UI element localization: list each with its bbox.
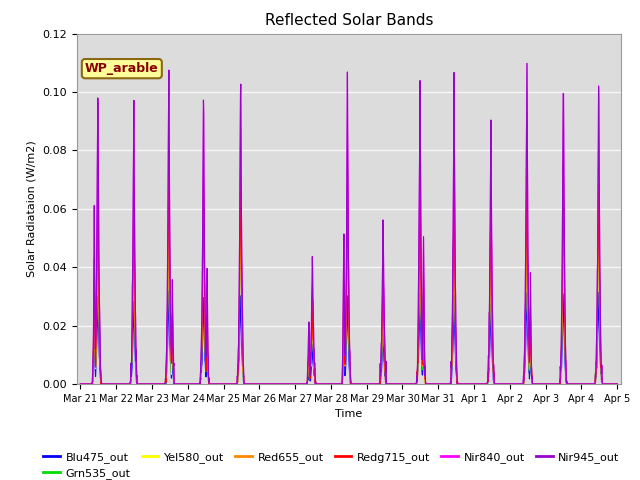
X-axis label: Time: Time bbox=[335, 409, 362, 419]
Text: WP_arable: WP_arable bbox=[85, 62, 159, 75]
Y-axis label: Solar Radiataion (W/m2): Solar Radiataion (W/m2) bbox=[27, 141, 36, 277]
Legend: Blu475_out, Grn535_out, Yel580_out, Red655_out, Redg715_out, Nir840_out, Nir945_: Blu475_out, Grn535_out, Yel580_out, Red6… bbox=[39, 447, 624, 480]
Title: Reflected Solar Bands: Reflected Solar Bands bbox=[264, 13, 433, 28]
